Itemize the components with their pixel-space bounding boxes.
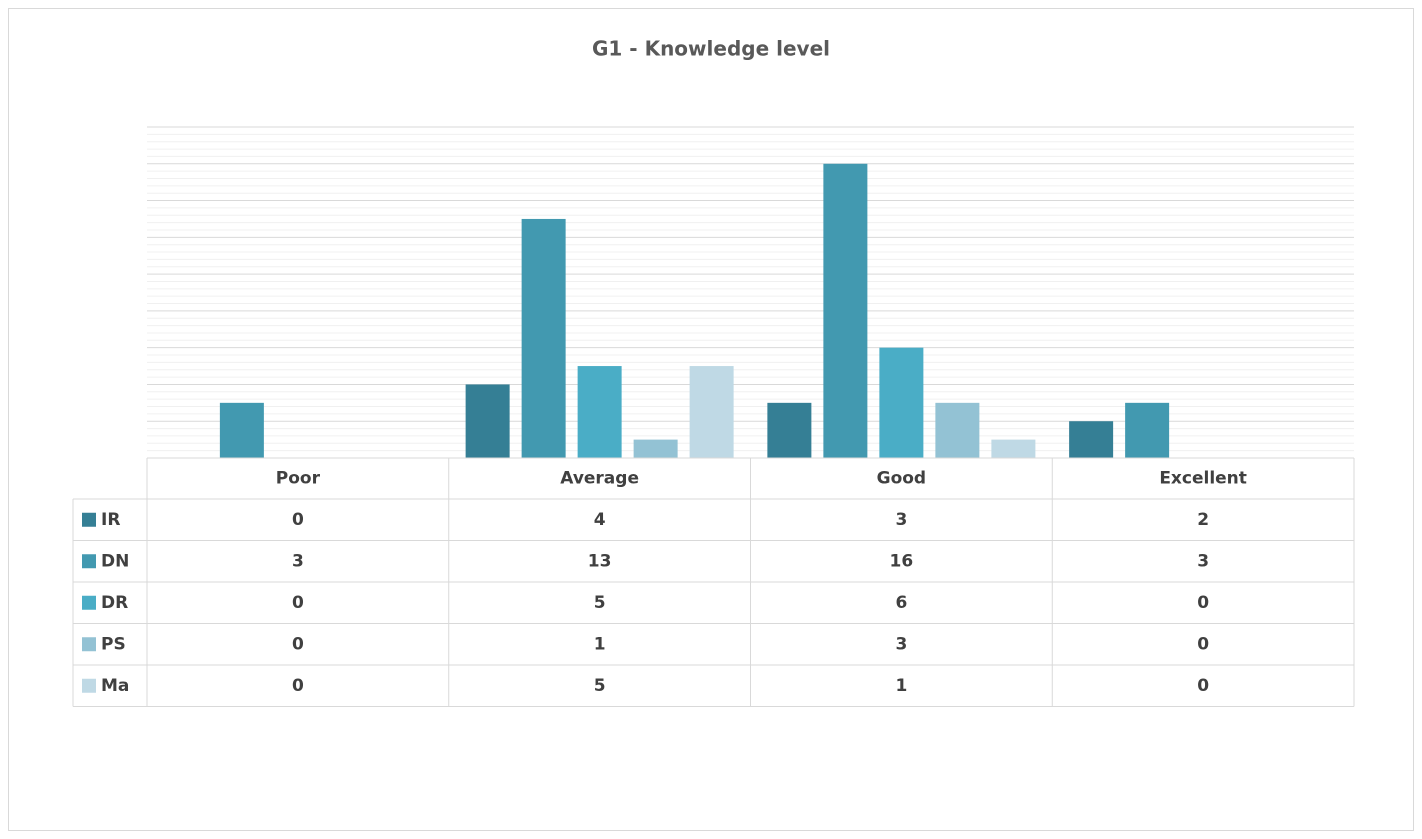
x-tick-label: Excellent (1159, 469, 1247, 489)
x-tick-label: Poor (276, 469, 321, 489)
table-value: 0 (292, 676, 304, 696)
table-value: 2 (1197, 510, 1209, 530)
table-value: 3 (895, 510, 907, 530)
bar (1069, 421, 1114, 458)
table-value: 6 (895, 593, 907, 613)
table-value: 5 (594, 593, 606, 613)
table-value: 0 (1197, 634, 1209, 654)
bar (465, 384, 510, 458)
bar (689, 366, 734, 458)
legend-swatch (82, 554, 96, 569)
bar (633, 439, 678, 458)
table-value: 1 (594, 634, 606, 654)
legend-label: IR (101, 510, 120, 530)
table-value: 3 (292, 551, 304, 571)
table-value: 3 (895, 634, 907, 654)
table-value: 4 (594, 510, 606, 530)
bar (521, 218, 566, 458)
legend-label: Ma (101, 676, 129, 696)
table-value: 0 (292, 510, 304, 530)
legend-swatch (82, 512, 96, 527)
x-tick-label: Average (560, 469, 639, 489)
x-tick-label: Good (877, 469, 926, 489)
chart-title: G1 - Knowledge level (592, 37, 830, 61)
legend-swatch (82, 637, 96, 652)
bar (767, 402, 812, 458)
legend-swatch (82, 678, 96, 693)
bar (879, 347, 924, 458)
table-value: 0 (1197, 593, 1209, 613)
table-value: 1 (895, 676, 907, 696)
table-value: 16 (890, 551, 914, 571)
bar (823, 163, 868, 458)
bar (935, 402, 980, 458)
legend-swatch (82, 595, 96, 610)
legend-label: PS (101, 634, 126, 654)
bar (1125, 402, 1170, 458)
bar (219, 402, 264, 458)
table-value: 3 (1197, 551, 1209, 571)
legend-label: DN (101, 551, 129, 571)
table-value: 0 (292, 593, 304, 613)
table-value: 0 (1197, 676, 1209, 696)
legend-label: DR (101, 593, 128, 613)
table-value: 13 (588, 551, 612, 571)
bar (991, 439, 1036, 458)
table-value: 0 (292, 634, 304, 654)
bar (577, 366, 622, 458)
table-value: 5 (594, 676, 606, 696)
